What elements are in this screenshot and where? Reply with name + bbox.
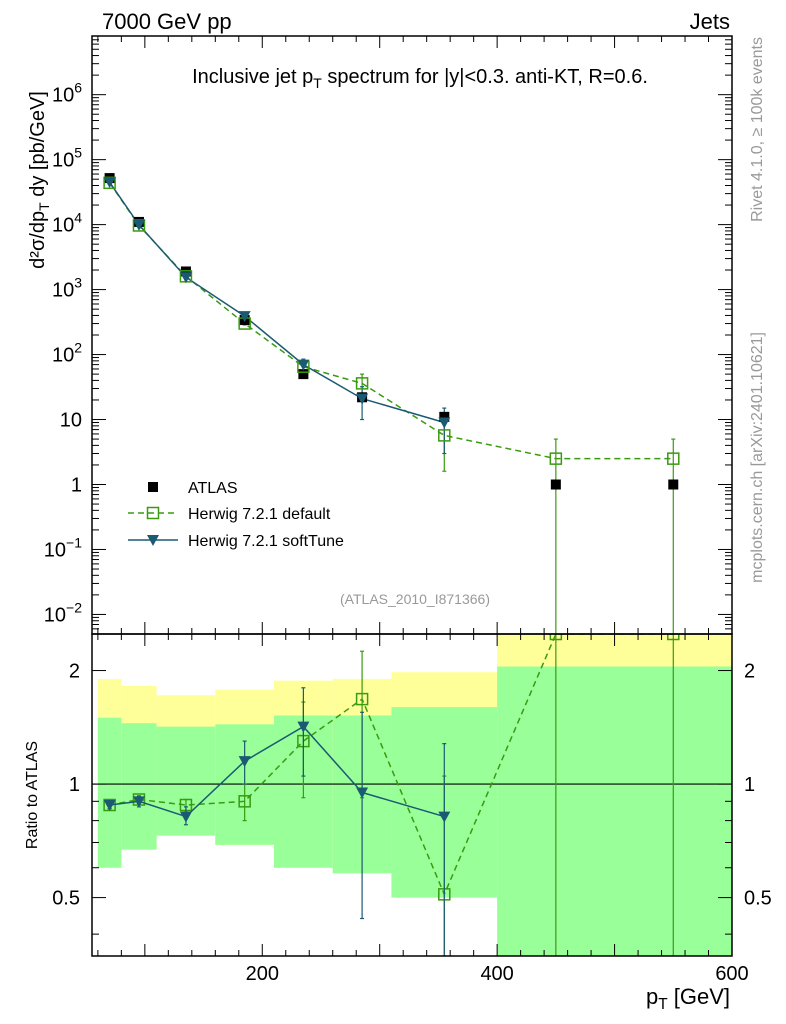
y-tick-label-base: 10 xyxy=(44,539,66,561)
x-tick-label: 400 xyxy=(480,963,513,985)
x-axis-title: pT [GeV] xyxy=(646,984,730,1013)
y-tick-label-exponent: 6 xyxy=(74,80,82,96)
label-part: p xyxy=(646,984,658,1009)
ratio-y-axis-title: Ratio to ATLAS xyxy=(24,741,41,849)
ratio-y-tick-label-right: 1 xyxy=(744,774,755,796)
reference-label: (ATLAS_2010_I871366) xyxy=(340,591,490,607)
softtune-point xyxy=(438,417,451,429)
ratio-panel: 0.5 0.5 1 1 2 2 200 400 600 Ratio to ATLAS pT [G… xyxy=(24,634,772,1013)
ratio-marks xyxy=(103,634,680,956)
default-point xyxy=(549,452,563,465)
y-tick-label: 10 xyxy=(60,410,82,432)
default-point xyxy=(438,429,451,442)
ratio-bands xyxy=(92,634,732,956)
default-line xyxy=(108,182,674,460)
legend-marker xyxy=(148,482,158,492)
y-tick-label-base: 10 xyxy=(52,345,74,367)
green-band xyxy=(121,723,157,850)
softtune-ratio-point xyxy=(103,800,116,812)
green-band xyxy=(97,717,122,868)
legend-marker xyxy=(147,535,159,546)
softtune-ratio-point xyxy=(179,811,192,823)
label-part: dy [pb/GeV] xyxy=(27,91,49,202)
mcplots-label: mcplots.cern.ch [arXiv:2401.10621] xyxy=(749,332,766,583)
softtune-ratio-point xyxy=(238,756,251,768)
ratio-frame xyxy=(91,633,733,957)
y-tick-label: 106 xyxy=(52,80,82,107)
legend-label: ATLAS xyxy=(188,480,238,497)
y-tick-label: 102 xyxy=(52,340,82,367)
main-title: Inclusive jet pT spectrum for |y|<0.3. a… xyxy=(192,66,648,91)
ratio-y-tick-label-right: 0.5 xyxy=(744,888,772,910)
y-tick-label-exponent: −2 xyxy=(66,599,82,615)
atlas-point xyxy=(550,479,561,490)
default-ratio-point xyxy=(667,634,680,641)
ratio-y-tick-label-left: 2 xyxy=(69,661,80,683)
main-y-axis-title: d²σ/dpT dy [pb/GeV] xyxy=(27,91,52,269)
ratio-y-tick-label-right: 2 xyxy=(744,661,755,683)
softtune-point xyxy=(103,177,116,189)
ratio-ticks: 0.5 0.5 1 1 2 2 200 400 600 xyxy=(52,634,772,985)
default-point xyxy=(667,452,680,465)
green-band xyxy=(497,666,732,956)
y-tick-label-exponent: −1 xyxy=(66,534,82,550)
y-tick-label-base: 10 xyxy=(52,280,74,302)
y-tick-label: 1 xyxy=(71,475,82,497)
default-ratio-point xyxy=(355,692,369,706)
y-tick-label-exponent: 4 xyxy=(74,210,82,226)
atlas-point xyxy=(298,369,309,380)
y-tick-label: 10−1 xyxy=(44,534,82,561)
header-right: Jets xyxy=(690,9,730,34)
softtune-ratio-point xyxy=(438,811,451,823)
legend-label: Herwig 7.2.1 softTune xyxy=(188,533,344,550)
y-tick-label: 103 xyxy=(52,275,82,302)
label-part: d²σ/dp xyxy=(27,211,49,269)
softtune-ratio-point xyxy=(356,787,369,799)
y-tick-label-base: 10 xyxy=(52,85,74,107)
softtune-point xyxy=(179,272,192,284)
softtune-point xyxy=(356,393,369,405)
softtune-point xyxy=(238,311,251,323)
y-tick-label-base: 10 xyxy=(52,150,74,172)
atlas-point xyxy=(439,411,450,422)
y-tick-label: 10−2 xyxy=(44,599,82,626)
y-tick-label-exponent: 3 xyxy=(74,275,82,291)
default-point xyxy=(355,377,369,390)
label-part: Inclusive jet p xyxy=(192,66,313,88)
main-marks xyxy=(103,173,680,634)
y-tick-label-exponent: 2 xyxy=(74,340,82,356)
rivet-label: Rivet 4.1.0, ≥ 100k events xyxy=(749,37,766,222)
y-tick-label: 105 xyxy=(52,145,82,172)
legend-label: Herwig 7.2.1 default xyxy=(188,506,331,523)
softtune-line xyxy=(108,181,445,424)
label-subscript: T xyxy=(36,202,52,211)
x-tick-label: 200 xyxy=(246,963,279,985)
softtune-ratio-point xyxy=(132,796,145,808)
softtune-point xyxy=(297,359,310,371)
legend: ATLAS Herwig 7.2.1 default Herwig 7.2.1 so… xyxy=(128,480,344,550)
label-part: [GeV] xyxy=(668,984,730,1009)
ratio-y-tick-label-left: 1 xyxy=(69,774,80,796)
softtune-ratio-point xyxy=(297,721,310,733)
x-tick-label: 600 xyxy=(715,963,748,985)
y-tick-label-exponent: 5 xyxy=(74,145,82,161)
legend-marker xyxy=(146,506,160,520)
label-subscript: T xyxy=(658,996,668,1013)
atlas-point xyxy=(668,479,679,490)
ratio-y-tick-label-left: 0.5 xyxy=(52,888,80,910)
label-part: spectrum for |y|<0.3. anti-KT, R=0.6. xyxy=(322,66,648,88)
default-ratio-point xyxy=(238,795,251,808)
label-subscript: T xyxy=(313,75,322,91)
main-panel: Inclusive jet pT spectrum for |y|<0.3. a… xyxy=(27,35,733,635)
header-left: 7000 GeV pp xyxy=(102,9,232,34)
y-tick-label-base: 1 xyxy=(71,475,82,497)
y-tick-label-base: 10 xyxy=(44,604,66,626)
y-tick-label-base: 10 xyxy=(60,410,82,432)
default-ratio-point xyxy=(549,634,563,641)
softtune-point xyxy=(132,219,145,231)
y-tick-label: 104 xyxy=(52,210,82,237)
y-tick-label-base: 10 xyxy=(52,215,74,237)
